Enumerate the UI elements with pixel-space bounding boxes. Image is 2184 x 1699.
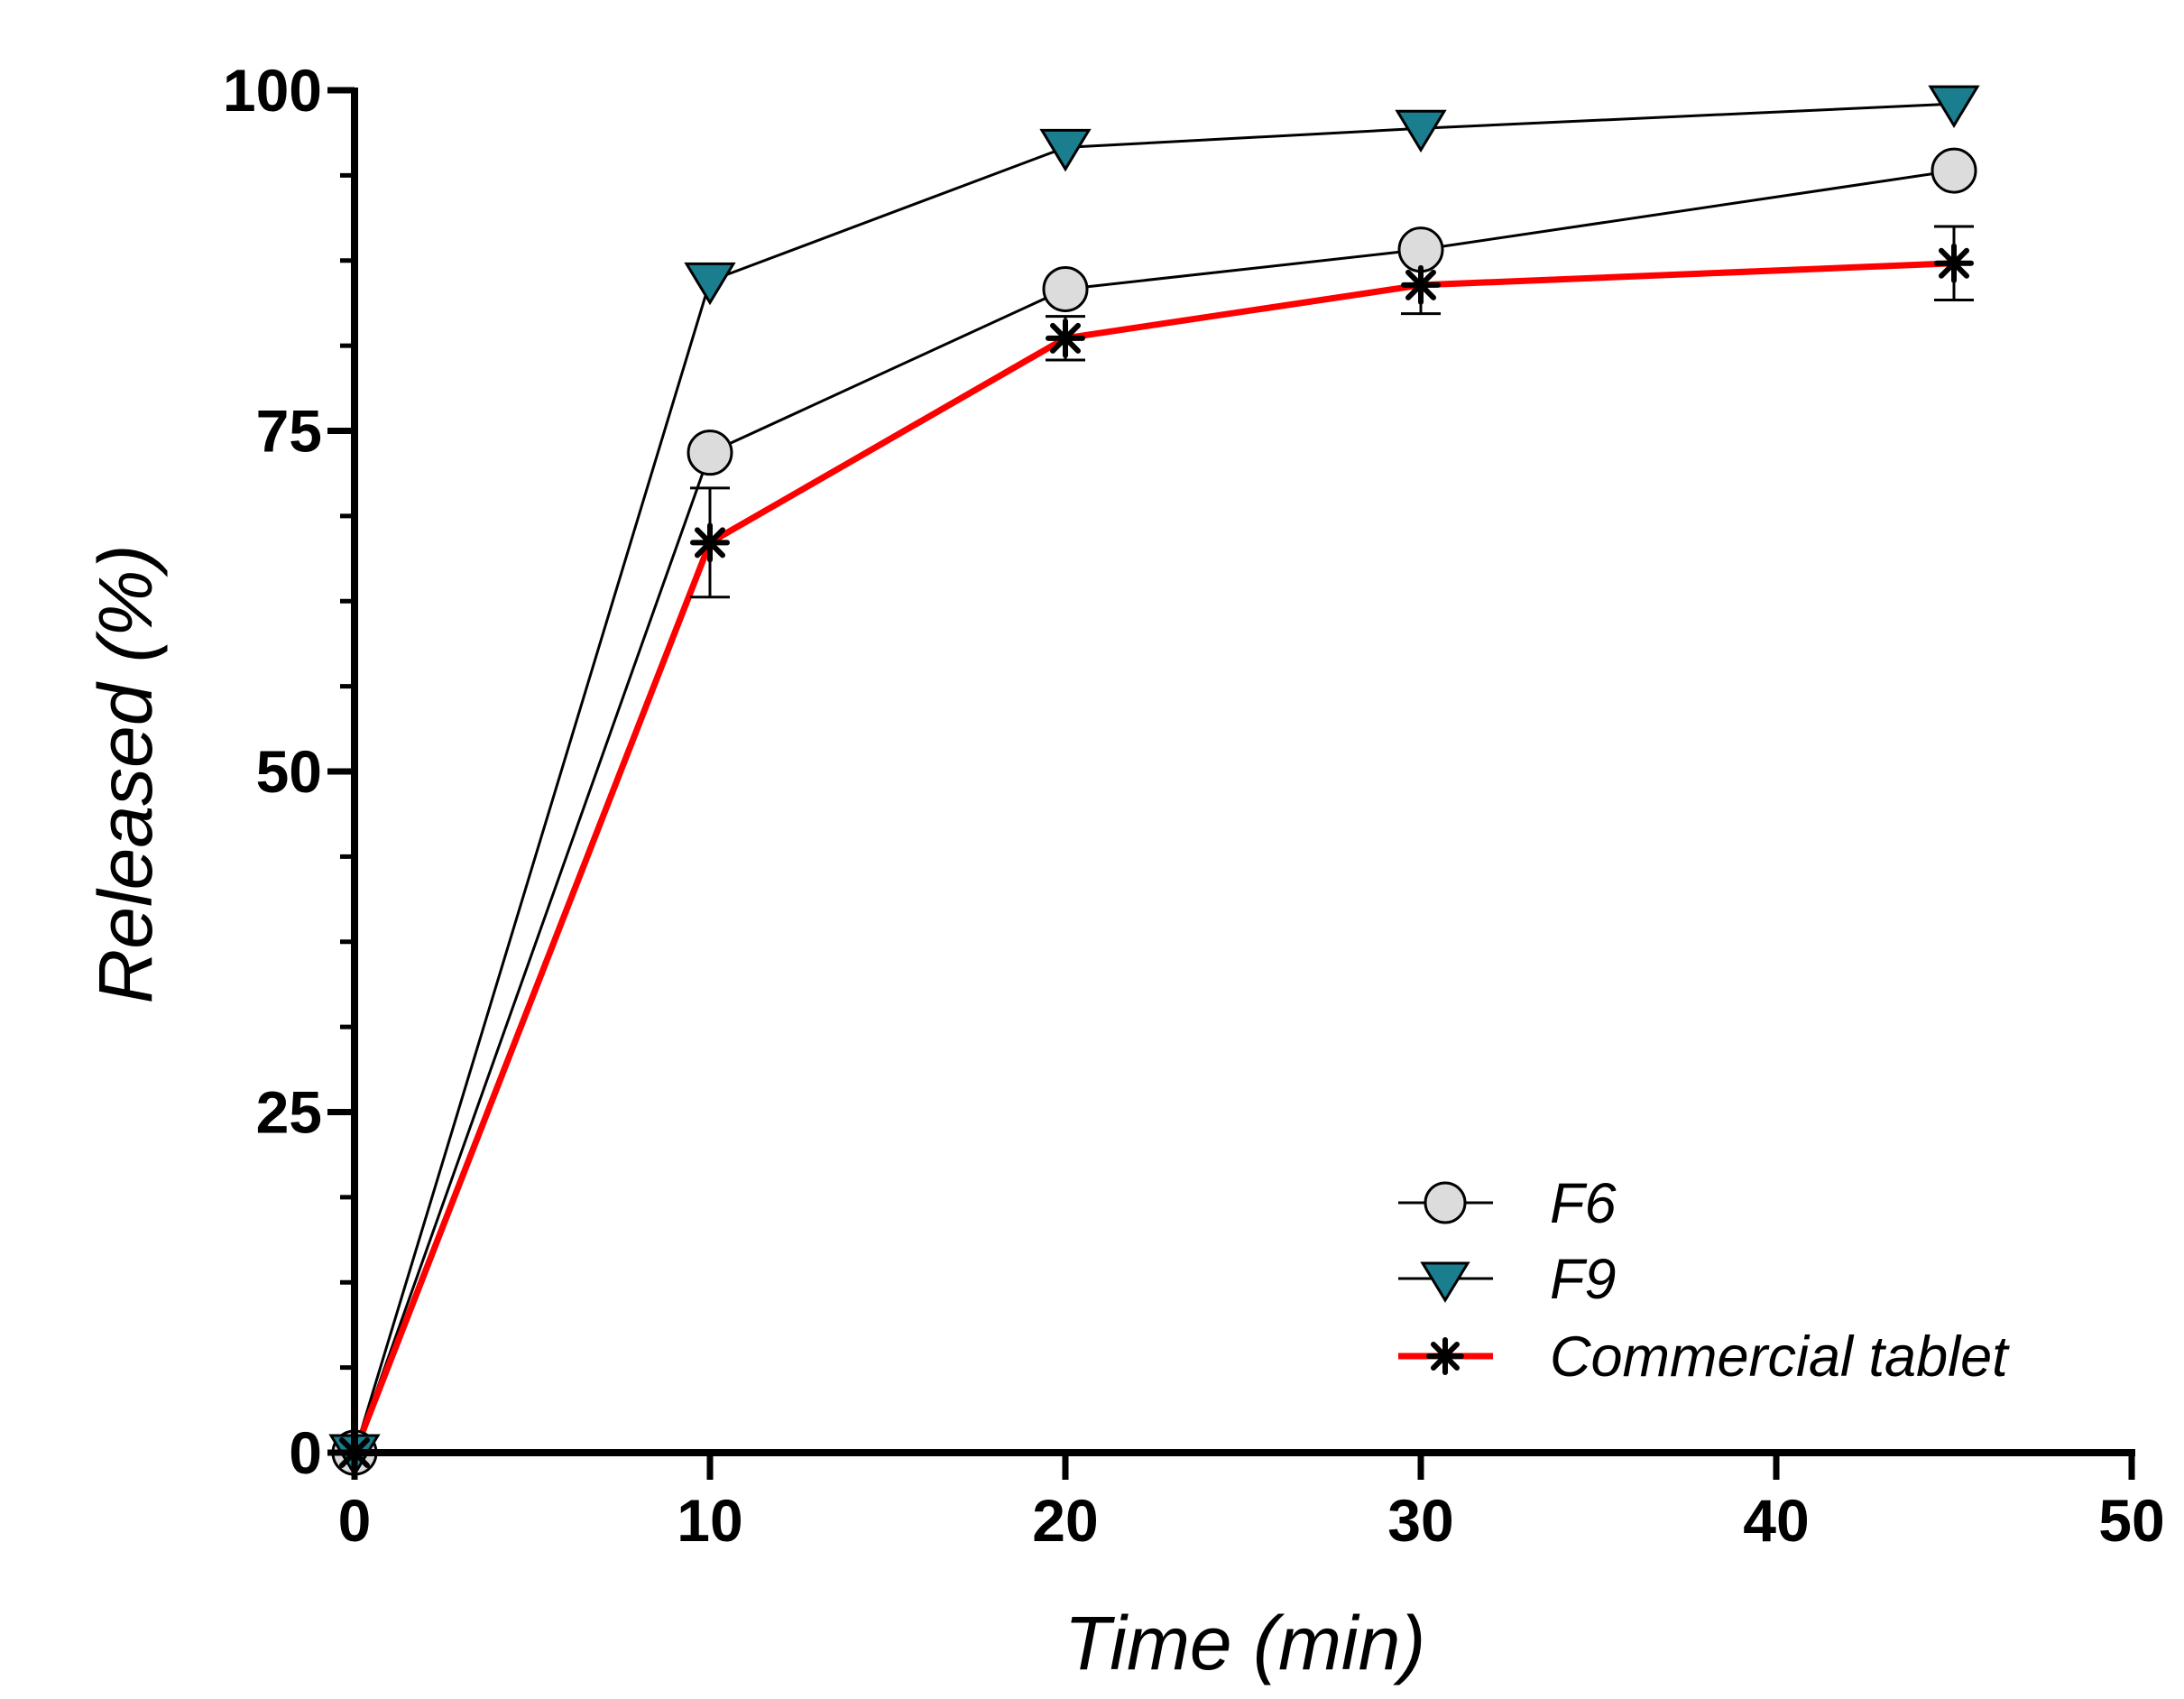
point-f6 [687, 429, 733, 476]
point-commercial-tablet [690, 522, 730, 563]
legend-item-f9: F9 [1398, 1248, 1617, 1311]
y-axis-title: Released (%) [83, 545, 168, 1004]
x-tick-label: 20 [1032, 1487, 1098, 1554]
x-tick-label: 50 [2098, 1487, 2164, 1554]
markers [328, 85, 1980, 1477]
x-tick-label: 40 [1743, 1487, 1809, 1554]
point-commercial-tablet [1934, 243, 1974, 283]
y-tick-label: 50 [256, 738, 322, 805]
x-tick-label: 10 [677, 1487, 742, 1554]
y-tick-label: 25 [256, 1079, 322, 1146]
point-f9 [1039, 128, 1092, 172]
point-f9 [684, 262, 736, 306]
series-lines [351, 102, 1955, 1454]
legend-label-f6: F6 [1550, 1172, 1617, 1235]
y-tick-label: 0 [289, 1419, 322, 1486]
y-tick-label: 75 [256, 398, 322, 465]
series-line-commercial-tablet [351, 260, 1955, 1454]
point-f9 [1395, 109, 1447, 153]
point-f9 [1928, 85, 1980, 128]
x-tick-label: 30 [1387, 1487, 1453, 1554]
point-f6 [1042, 265, 1089, 312]
legend-label-commercial-tablet: Commercial tablet [1550, 1325, 2010, 1389]
point-f6 [1931, 147, 1977, 194]
x-tick-label: 0 [338, 1487, 372, 1554]
legend-marker-f9 [1420, 1261, 1470, 1303]
legend: F6 F9 Commercial tablet [1398, 1172, 2010, 1389]
error-bars [690, 225, 1974, 599]
legend-item-f6: F6 [1398, 1172, 1617, 1235]
legend-marker-f6 [1424, 1181, 1467, 1224]
point-commercial-tablet [1401, 264, 1441, 305]
x-axis-title: Time (min) [1064, 1601, 1426, 1685]
legend-item-commercial-tablet: Commercial tablet [1398, 1325, 2010, 1389]
series-line-f6 [353, 169, 1955, 1454]
axes: 0 25 50 75 100 0 10 20 30 40 50 [223, 57, 2165, 1554]
y-tick-label: 100 [223, 57, 322, 124]
legend-marker-commercial-tablet [1426, 1337, 1464, 1375]
point-f6 [1397, 226, 1444, 273]
legend-label-f9: F9 [1550, 1248, 1617, 1311]
point-commercial-tablet [1046, 318, 1085, 358]
